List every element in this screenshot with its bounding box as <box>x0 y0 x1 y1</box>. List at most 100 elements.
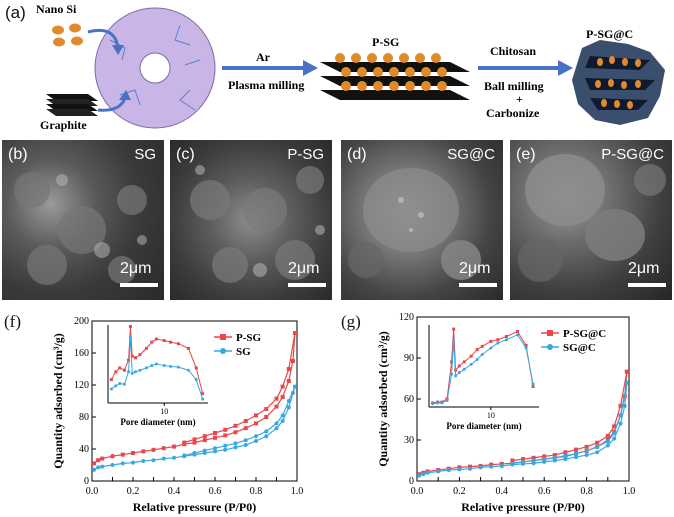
desorption-point-sg-c <box>624 380 629 385</box>
ar-label: Ar <box>256 50 270 64</box>
y-axis-label-f: Quantity adsorbed (cm³/g) <box>51 333 65 469</box>
desorption-point-sg-c <box>584 448 589 453</box>
point-p-sg <box>172 444 176 449</box>
point-sg <box>110 463 115 467</box>
nano-si-particles <box>52 23 83 47</box>
point-p-sg <box>243 426 248 431</box>
inset-point-p-sg <box>128 325 132 329</box>
inset-point-p-sg-c <box>452 327 456 331</box>
graphite-stack <box>46 94 98 116</box>
point-sg <box>92 467 97 472</box>
series-line-sg <box>93 386 296 471</box>
point-sg <box>254 439 258 443</box>
desorption-point-p-sg-c <box>584 444 589 449</box>
x-tick-label-f: 0.4 <box>168 486 181 497</box>
point-p-sg <box>192 440 197 445</box>
inset-point-sg-c <box>504 338 508 342</box>
sem-e-scale-text: 2μm <box>628 260 660 277</box>
x-tick-label-f: 0.8 <box>250 486 263 497</box>
inset-tick-label-g: 10 <box>487 411 495 420</box>
desorption-point-p-sg <box>202 434 207 439</box>
x-axis-label-f: Relative pressure (P/P0) <box>133 500 257 514</box>
point-p-sg <box>274 404 279 409</box>
inset-point-sg <box>154 362 158 366</box>
desorption-point-sg-c <box>618 413 623 418</box>
inset-point-sg <box>128 335 132 339</box>
x-tick-label-f: 0.6 <box>209 486 222 497</box>
inset-point-p-sg-c <box>531 385 535 388</box>
inset-x-label-g: Pore diameter (nm) <box>446 421 521 431</box>
inset-point-p-sg <box>150 340 154 344</box>
inset-point-sg <box>144 366 148 370</box>
point-sg <box>290 391 295 395</box>
point-p-sg <box>151 447 156 452</box>
desorption-point-p-sg-c <box>595 440 600 445</box>
inset-point-sg-c <box>457 371 461 375</box>
plot-frame-g <box>416 316 630 482</box>
sem-d-name: SG@C <box>447 146 495 163</box>
inset-point-p-sg <box>138 353 142 357</box>
desorption-point-p-sg <box>254 413 258 418</box>
point-sg <box>141 459 146 463</box>
point-sg-c <box>618 421 623 426</box>
x-tick-label-f: 1.0 <box>291 486 304 497</box>
carbonize-label: Carbonize <box>486 106 540 120</box>
inset-point-sg <box>114 384 118 388</box>
inset-point-sg-c <box>452 339 456 343</box>
inset-point-sg-c <box>531 382 535 386</box>
point-p-sg <box>202 438 207 443</box>
legend-marker-p-sg <box>220 334 226 340</box>
sem-b-name: SG <box>134 146 156 163</box>
panel-f-label: (f) <box>4 312 21 331</box>
x-tick-label-f: 0.0 <box>86 486 99 497</box>
point-sg-c <box>542 459 547 464</box>
desorption-point-sg <box>213 446 217 451</box>
desorption-point-p-sg <box>274 396 279 401</box>
point-p-sg <box>223 433 228 438</box>
point-p-sg <box>264 415 269 419</box>
legend-label-p-sg-c: P-SG@C <box>563 328 606 340</box>
panel-a-label: (a) <box>5 3 26 22</box>
desorption-point-p-sg <box>243 419 248 423</box>
inset-point-sg-c <box>450 372 454 376</box>
inset-point-p-sg <box>118 366 122 370</box>
y-tick-label-f: 40 <box>79 444 89 455</box>
desorption-point-sg <box>202 448 207 453</box>
desorption-point-sg <box>292 384 297 389</box>
point-sg <box>286 405 291 410</box>
x-tick-label-g: 0.2 <box>453 486 466 497</box>
point-p-sg-c <box>468 464 472 469</box>
y-tick-label-f: 0 <box>84 476 89 487</box>
point-p-sg <box>213 435 217 440</box>
x-axis-label-g: Relative pressure (P/P0) <box>461 500 585 514</box>
inset-point-p-sg-c <box>504 334 508 338</box>
point-sg <box>264 434 269 439</box>
desorption-point-p-sg <box>286 367 291 371</box>
sem-image-d: (d) SG@C 2μm <box>341 140 503 300</box>
desorption-point-sg-c <box>552 455 557 460</box>
inset-point-p-sg-c <box>496 338 500 342</box>
sem-d-scale-text: 2μm <box>459 260 491 277</box>
point-p-sg <box>254 421 258 426</box>
point-sg-c <box>436 469 441 474</box>
desorption-point-sg <box>274 421 279 426</box>
desorption-point-p-sg-c <box>605 433 610 438</box>
desorption-point-p-sg <box>264 407 269 411</box>
inset-point-sg <box>127 370 131 374</box>
desorption-point-p-sg-c <box>521 457 525 462</box>
inset-point-sg-c <box>469 362 473 366</box>
desorption-point-sg <box>182 453 187 458</box>
inset-point-p-sg-c <box>480 344 484 348</box>
inset-point-sg <box>162 364 166 368</box>
y-tick-label-f: 80 <box>79 412 89 423</box>
point-p-sg <box>280 395 285 399</box>
point-p-sg <box>286 379 291 383</box>
inset-point-sg-c <box>480 353 484 357</box>
inset-point-sg <box>150 364 154 368</box>
chart-f: (f) 0.0 0.2 0.4 0.6 0.8 1.0 0 40 80 120 160 200 Relat… <box>4 312 304 514</box>
desorption-point-p-sg <box>192 437 197 442</box>
inset-point-p-sg <box>127 358 131 362</box>
x-tick-label-g: 0.4 <box>496 486 509 497</box>
inset-point-sg-c <box>489 346 493 350</box>
inset-point-sg <box>194 378 198 382</box>
